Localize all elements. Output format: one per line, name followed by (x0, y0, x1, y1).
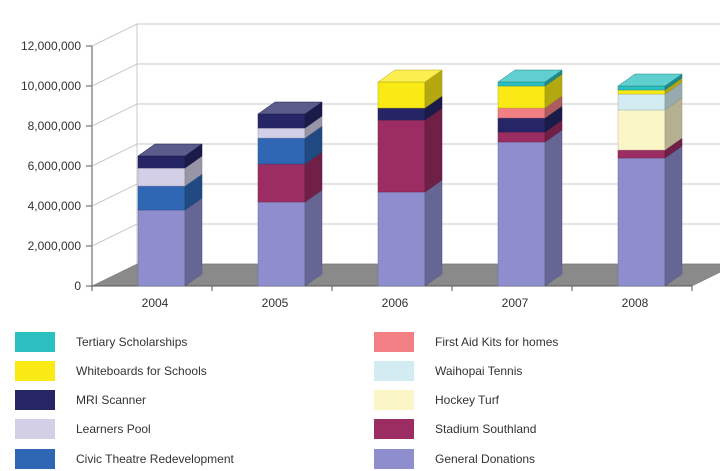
legend-label-whiteboards-for-schools: Whiteboards for Schools (76, 364, 207, 378)
x-tick-label: 2008 (622, 296, 649, 310)
chart-svg: 0 2,000,000 4,000,000 6,000,000 8,000,000 10,… (21, 23, 720, 310)
bar-segment-whiteboards-for-schools-2008 (617, 89, 666, 95)
y-tick-label: 0 (74, 279, 81, 293)
bar-segment-stadium-southland-2006 (377, 119, 426, 193)
bar-segment-stadium-southland-2007 (497, 131, 546, 143)
bar-segment-learners-pool-2005 (257, 127, 306, 139)
bar-segment-stadium-southland-2005 (257, 163, 306, 203)
bar-segment-waihopai-tennis-2008 (617, 93, 666, 111)
bar-segment-general-donations-2004 (137, 209, 186, 287)
legend-swatch-civic-theatre-redevelopment (15, 449, 55, 469)
bar-segment-stadium-southland-2008 (617, 149, 666, 159)
bar-side-general-donations-2004 (184, 197, 203, 287)
x-tick-label: 2004 (142, 296, 169, 310)
bar-segment-tertiary-scholarships-2007 (497, 81, 546, 87)
bar-segment-general-donations-2006 (377, 191, 426, 287)
bar-segment-general-donations-2008 (617, 157, 666, 287)
y-tick-label: 4,000,000 (28, 199, 82, 213)
legend-label-stadium-southland: Stadium Southland (435, 422, 537, 436)
bar-segment-general-donations-2007 (497, 141, 546, 287)
bar-segment-whiteboards-for-schools-2006 (377, 81, 426, 109)
bar-top-whiteboards-for-schools-2006 (377, 69, 443, 83)
bar-top-mri-scanner-2004 (137, 143, 203, 157)
legend: Tertiary Scholarships Whiteboards for Sc… (0, 330, 720, 469)
bar-side-general-donations-2005 (304, 189, 323, 287)
bar-top-mri-scanner-2005 (257, 101, 323, 115)
y-tick-label: 10,000,000 (21, 79, 81, 93)
bar-side-general-donations-2007 (544, 129, 563, 287)
legend-swatch-whiteboards-for-schools (15, 361, 55, 381)
legend-swatch-learners-pool (15, 419, 55, 439)
y-tick-label: 2,000,000 (28, 239, 82, 253)
legend-label-general-donations: General Donations (435, 452, 536, 466)
gridline (91, 63, 720, 87)
bar-side-stadium-southland-2006 (424, 107, 443, 193)
legend-swatch-waihopai-tennis (374, 361, 414, 381)
bar-segment-civic-theatre-redevelopment-2005 (257, 137, 306, 165)
bar-segment-mri-scanner-2006 (377, 107, 426, 121)
bar-segment-first-aid-kits-for-homes-2007 (497, 107, 546, 119)
y-tick-label: 6,000,000 (28, 159, 82, 173)
legend-swatch-first-aid-kits-for-homes (374, 332, 414, 352)
bar-segment-mri-scanner-2005 (257, 113, 306, 129)
bar-segment-general-donations-2005 (257, 201, 306, 287)
legend-swatch-hockey-turf (374, 390, 414, 410)
legend-swatch-mri-scanner (15, 390, 55, 410)
bar-side-general-donations-2006 (424, 179, 443, 287)
gridline (91, 23, 720, 47)
chart: 0 2,000,000 4,000,000 6,000,000 8,000,000 10,… (21, 23, 720, 310)
bar-segment-learners-pool-2004 (137, 167, 186, 187)
legend-label-learners-pool: Learners Pool (76, 422, 151, 436)
y-tick-label: 8,000,000 (28, 119, 82, 133)
bar-top-tertiary-scholarships-2007 (497, 69, 563, 83)
legend-swatch-tertiary-scholarships (15, 332, 55, 352)
legend-label-mri-scanner: MRI Scanner (76, 393, 147, 407)
bar-segment-whiteboards-for-schools-2007 (497, 85, 546, 109)
bar-segment-hockey-turf-2008 (617, 109, 666, 151)
legend-label-civic-theatre-redevelopment: Civic Theatre Redevelopment (76, 452, 234, 466)
bar-segment-tertiary-scholarships-2008 (617, 85, 666, 91)
x-tick-label: 2005 (262, 296, 289, 310)
legend-label-waihopai-tennis: Waihopai Tennis (435, 364, 523, 378)
x-tick-label: 2006 (382, 296, 409, 310)
x-tick-label: 2007 (502, 296, 529, 310)
bar-top-tertiary-scholarships-2008 (617, 73, 683, 87)
bar-segment-mri-scanner-2007 (497, 117, 546, 133)
legend-swatch-general-donations (374, 449, 414, 469)
legend-swatch-stadium-southland (374, 419, 414, 439)
legend-label-first-aid-kits-for-homes: First Aid Kits for homes (435, 335, 559, 349)
legend-label-hockey-turf: Hockey Turf (435, 393, 500, 407)
bar-segment-civic-theatre-redevelopment-2004 (137, 185, 186, 211)
bar-segment-mri-scanner-2004 (137, 155, 186, 169)
legend-label-tertiary-scholarships: Tertiary Scholarships (76, 335, 188, 349)
y-tick-label: 12,000,000 (21, 39, 81, 53)
bar-side-general-donations-2008 (664, 145, 683, 287)
